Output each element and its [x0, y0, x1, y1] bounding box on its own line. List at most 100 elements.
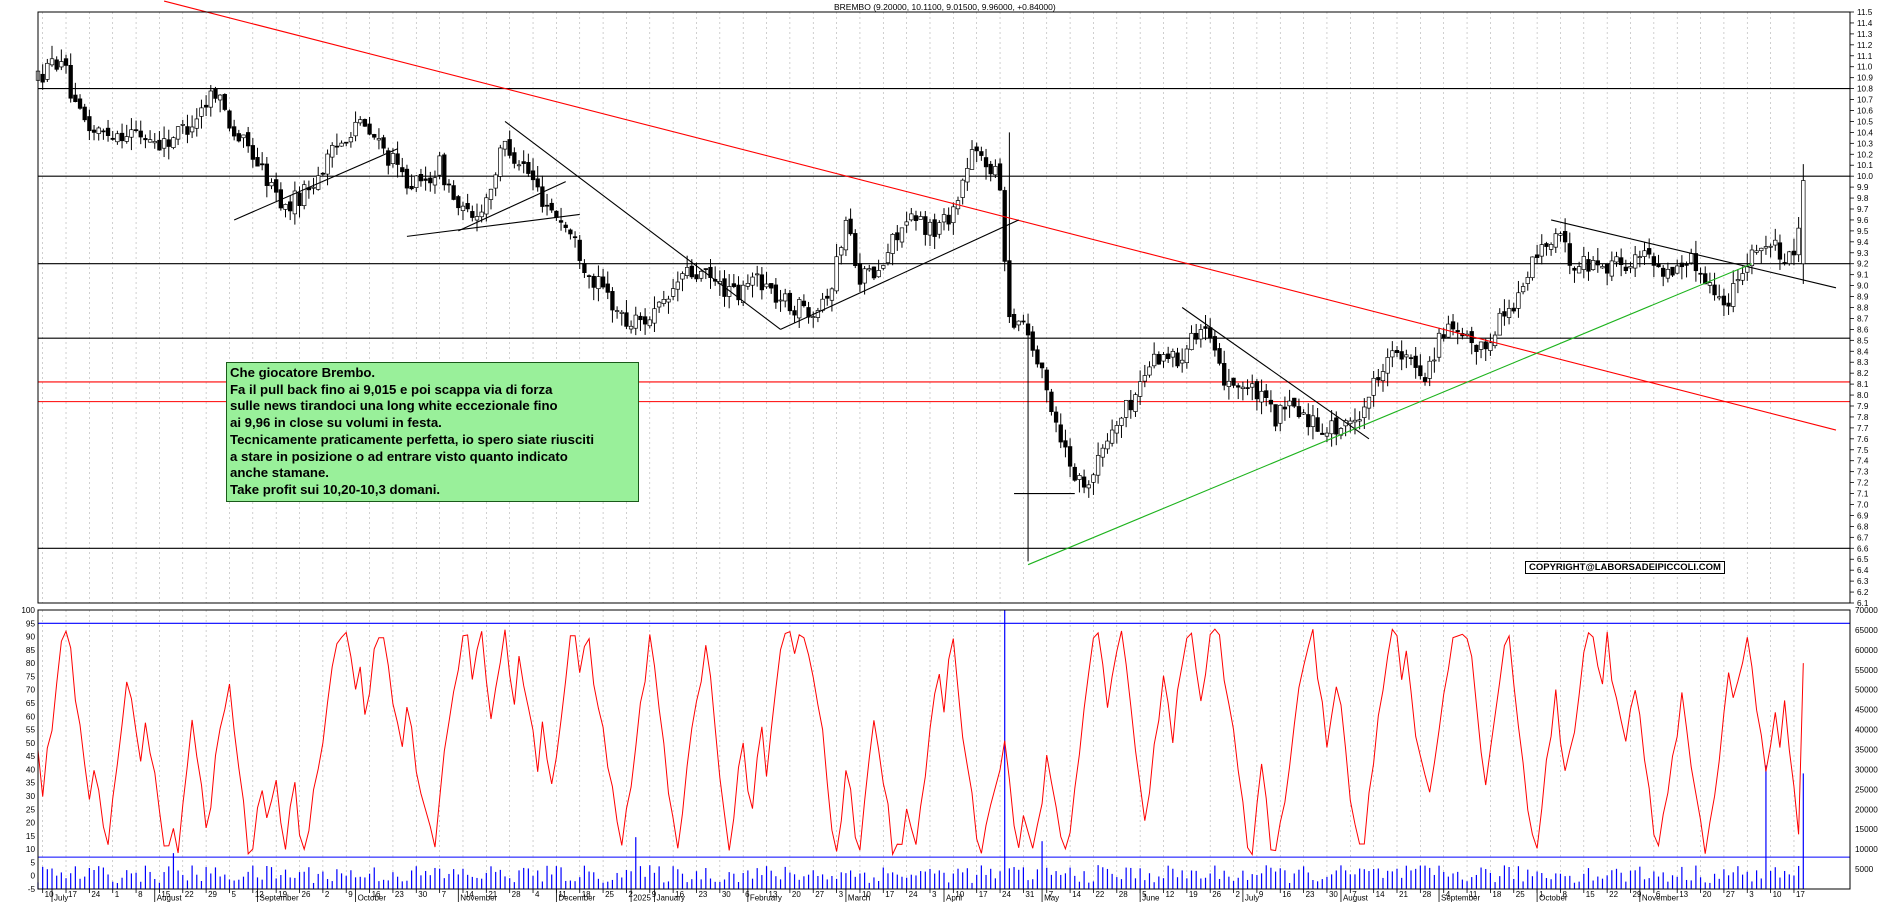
x-day-label: 23	[698, 890, 707, 899]
x-day-label: 8	[138, 890, 143, 899]
candle-body	[87, 116, 92, 132]
candle-body	[115, 133, 120, 143]
candle-body	[1483, 341, 1488, 350]
oscillator-tick-label: 65	[26, 699, 36, 708]
x-day-label: 1	[1539, 890, 1544, 899]
candle-body	[1759, 247, 1764, 252]
y-tick-label: 6.3	[1857, 577, 1869, 586]
candle-body	[1703, 273, 1708, 285]
candle-body	[582, 263, 587, 274]
y-tick-label: 11.5	[1857, 8, 1873, 17]
candle-body	[1530, 256, 1535, 279]
oscillator-tick-label: 100	[21, 606, 35, 615]
candle-body	[811, 316, 816, 318]
y-tick-label: 8.9	[1857, 293, 1869, 302]
x-month-label: August	[157, 894, 183, 902]
candle-body	[516, 164, 522, 167]
candle-body	[778, 299, 783, 302]
candle-body	[638, 315, 643, 321]
candle-body	[1100, 447, 1105, 458]
oscillator-tick-label: 80	[26, 659, 36, 668]
candle-body	[1058, 424, 1063, 443]
candle-body	[699, 270, 704, 279]
candle-body	[1422, 377, 1428, 382]
x-day-label: 11	[558, 890, 567, 899]
x-day-label: 20	[1703, 890, 1712, 899]
candle-body	[1562, 231, 1568, 243]
candle-body	[605, 283, 610, 293]
oscillator-tick-label: 85	[26, 646, 36, 655]
x-day-label: 10	[955, 890, 964, 899]
x-axis-labels: 10 17 24 1 8 15 22 29 5 12 19 26 2 9 16 23 30 7 14 21 28 4 11 1…	[42, 889, 1805, 902]
x-day-label: 5	[231, 890, 236, 899]
candle-body	[1534, 254, 1540, 258]
volume-tick-label: 55000	[1855, 666, 1878, 675]
candle-body	[1007, 260, 1012, 318]
candle-body	[1137, 381, 1143, 397]
candle-body	[1497, 312, 1502, 336]
candle-body	[376, 138, 382, 141]
candle-body	[1707, 282, 1713, 286]
candle-body	[773, 284, 779, 303]
candle-body	[409, 185, 414, 190]
x-day-label: 28	[512, 890, 521, 899]
volume-tick-label: 60000	[1855, 646, 1878, 655]
volume-tick-label: 20000	[1855, 805, 1878, 814]
candle-body	[203, 104, 209, 108]
candle-body	[1740, 273, 1745, 281]
candle-body	[236, 133, 241, 142]
candle-body	[1320, 432, 1325, 435]
y-tick-label: 8.3	[1857, 358, 1869, 367]
candle-body	[1651, 256, 1657, 266]
x-day-label: 7	[1352, 890, 1357, 899]
oscillator-tick-label: 95	[26, 619, 36, 628]
candle-body	[895, 232, 900, 241]
candle-body	[1661, 267, 1666, 277]
y-tick-label: 8.2	[1857, 369, 1869, 378]
candle-body	[932, 219, 937, 237]
candle-body	[568, 229, 573, 235]
x-day-label: 14	[1376, 890, 1385, 899]
y-tick-label: 9.8	[1857, 194, 1869, 203]
volume-tick-label: 5000	[1855, 865, 1874, 874]
candle-body	[498, 147, 503, 177]
oscillator-tick-label: 45	[26, 752, 36, 761]
candle-body	[684, 267, 690, 276]
candle-body	[1371, 377, 1376, 396]
candle-body	[783, 293, 788, 302]
candle-body	[1184, 348, 1189, 364]
copyright-label: COPYRIGHT@LABORSADEIPICCOLI.COM	[1525, 561, 1725, 574]
candle-body	[815, 310, 821, 318]
volume-tick-label: 30000	[1855, 765, 1878, 774]
candle-body	[1170, 351, 1175, 358]
candle-body	[451, 185, 456, 200]
candle-body	[1404, 354, 1409, 358]
note-line: Tecnicamente praticamente perfetta, io s…	[230, 431, 595, 447]
candle-body	[1067, 446, 1073, 467]
candle-body	[997, 163, 1003, 191]
gridlines	[42, 12, 1795, 889]
candle-body	[133, 129, 139, 131]
x-month-label: July	[54, 894, 68, 902]
x-day-label: 9	[348, 890, 353, 899]
candle-body	[456, 196, 461, 209]
candle-body	[1287, 400, 1292, 407]
oscillator-series	[37, 628, 1804, 857]
candle-body	[1035, 349, 1040, 365]
candle-body	[1553, 233, 1558, 248]
y-tick-label: 11.4	[1857, 19, 1873, 28]
candle-body	[320, 172, 326, 175]
candle-body	[194, 118, 199, 129]
candle-body	[558, 220, 564, 223]
y-tick-label: 8.6	[1857, 325, 1869, 334]
candle-body	[344, 141, 349, 144]
oscillator-tick-label: 75	[26, 672, 36, 681]
candle-body	[1506, 308, 1512, 318]
y-tick-label: 11.1	[1857, 52, 1873, 61]
candle-body	[362, 119, 368, 127]
candle-body	[1665, 268, 1671, 279]
x-month-label: November	[460, 894, 497, 902]
x-month-label: December	[558, 894, 595, 902]
candle-body	[1478, 341, 1484, 350]
volume-tick-label: 25000	[1855, 785, 1878, 794]
